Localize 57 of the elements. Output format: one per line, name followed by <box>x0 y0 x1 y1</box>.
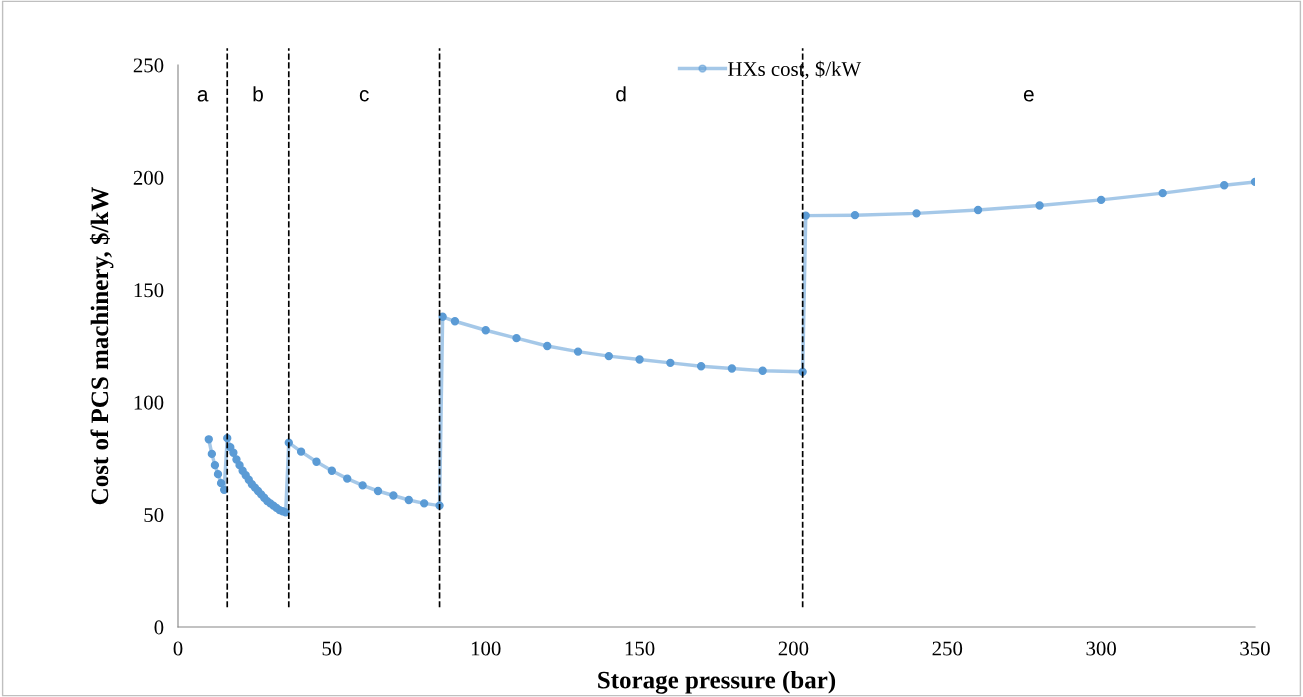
point <box>1220 181 1229 190</box>
point <box>573 347 583 356</box>
point <box>1096 195 1106 205</box>
legend-label: HXs cost, $/kW <box>728 60 862 80</box>
annotation: c <box>359 90 369 102</box>
y-tick-label: 250 <box>133 58 164 73</box>
point <box>696 362 706 371</box>
x-tick-label: 350 <box>1240 641 1270 656</box>
point <box>213 469 223 479</box>
point <box>850 210 860 220</box>
point <box>343 474 352 483</box>
point <box>358 481 367 490</box>
point <box>216 478 226 488</box>
x-tick-label: 150 <box>625 641 655 656</box>
point <box>207 449 217 459</box>
y-tick-label: 150 <box>134 283 164 298</box>
point <box>229 448 238 457</box>
point <box>210 460 220 470</box>
y-tick-label: 200 <box>133 170 164 185</box>
x-axis-title: Storage pressure (bar) <box>598 670 836 694</box>
x-tick-label: 300 <box>1086 641 1116 656</box>
point <box>1158 188 1167 198</box>
x-tick-label: 250 <box>932 641 963 656</box>
annotation: d <box>616 86 626 102</box>
annotation: b <box>253 86 263 102</box>
point <box>912 209 921 218</box>
point <box>327 466 337 475</box>
point <box>973 205 983 215</box>
point <box>404 495 413 505</box>
y-tick-label: 100 <box>134 395 164 410</box>
x-tick-label: 200 <box>778 641 809 656</box>
point <box>604 351 613 361</box>
point <box>543 341 552 351</box>
point <box>296 447 306 456</box>
point <box>450 317 460 326</box>
point <box>512 333 521 343</box>
point <box>204 435 213 444</box>
y-axis-title: Cost of PCS machinery, $/kW <box>89 187 114 505</box>
point <box>801 211 810 220</box>
y-tick-label: 50 <box>144 507 164 523</box>
point <box>438 312 447 321</box>
point <box>666 358 675 368</box>
point <box>635 355 644 364</box>
point <box>373 486 383 496</box>
point <box>1035 201 1044 210</box>
x-tick-label: 50 <box>322 641 342 656</box>
annotation: a <box>197 90 209 102</box>
point <box>758 366 767 375</box>
y-tick-label: 0 <box>154 620 164 635</box>
annotation: e <box>1023 90 1034 102</box>
point <box>312 457 321 466</box>
x-tick-label: 100 <box>471 641 501 656</box>
point <box>389 491 398 500</box>
point <box>727 364 737 373</box>
x-tick-label: 0 <box>173 641 183 656</box>
point <box>420 499 429 508</box>
point <box>481 326 490 335</box>
